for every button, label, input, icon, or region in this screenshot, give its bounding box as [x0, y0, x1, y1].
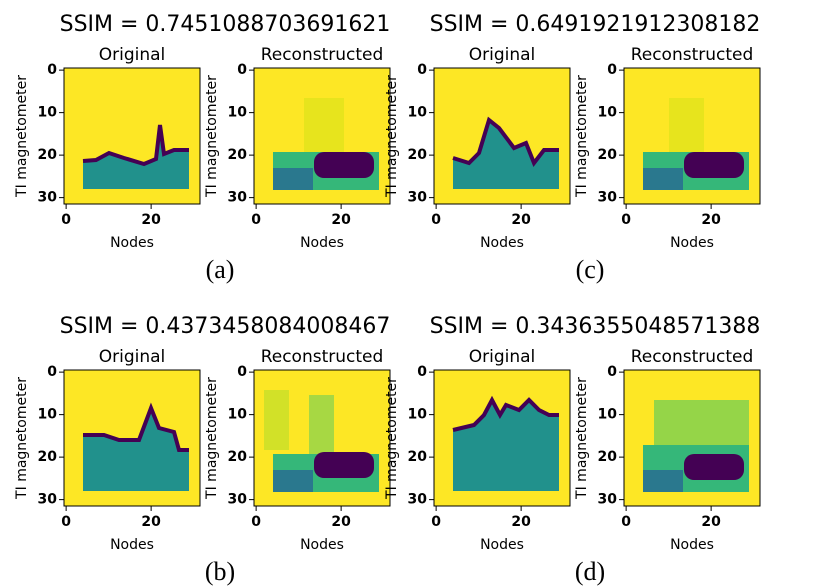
y-tick-label: 20	[38, 449, 58, 465]
image	[64, 370, 200, 506]
axes-frame	[253, 67, 391, 205]
panel-caption: (b)	[205, 557, 235, 586]
panel-title: SSIM = 0.4373458084008467	[60, 314, 391, 339]
y-tick-label: 30	[408, 492, 428, 508]
y-tick-label: 0	[607, 62, 617, 78]
axes-frame	[63, 67, 201, 205]
axes-title: Reconstructed	[261, 45, 384, 65]
image	[254, 370, 390, 506]
y-tick-label: 0	[417, 364, 427, 380]
x-tick-label: 0	[251, 212, 261, 228]
image	[64, 68, 200, 204]
y-tick-label: 10	[598, 105, 618, 121]
panel-caption: (c)	[576, 255, 605, 284]
axes-title: Reconstructed	[631, 347, 754, 367]
y-label: TI magnetometer	[204, 377, 220, 500]
panel-title: SSIM = 0.6491921912308182	[430, 12, 761, 37]
y-tick-label: 0	[607, 364, 617, 380]
y-tick-label: 20	[598, 449, 618, 465]
y-label: TI magnetometer	[574, 377, 590, 500]
y-tick-label: 10	[38, 407, 58, 423]
x-tick-label: 20	[331, 212, 351, 228]
y-tick-label: 0	[47, 364, 57, 380]
x-label: Nodes	[670, 235, 714, 251]
y-tick-label: 20	[408, 449, 428, 465]
x-tick-label: 0	[61, 514, 71, 530]
y-tick-label: 30	[598, 190, 618, 206]
x-tick-label: 20	[141, 514, 161, 530]
y-tick-label: 30	[598, 492, 618, 508]
image	[624, 370, 760, 506]
y-tick-label: 10	[228, 105, 248, 121]
x-tick-label: 0	[431, 514, 441, 530]
y-tick-label: 30	[38, 492, 58, 508]
axes-title: Original	[99, 347, 166, 367]
y-tick-label: 10	[408, 105, 428, 121]
x-label: Nodes	[480, 235, 524, 251]
y-tick-label: 10	[38, 105, 58, 121]
axes-title: Original	[469, 347, 536, 367]
y-tick-label: 20	[228, 449, 248, 465]
axes-frame	[253, 369, 391, 507]
y-tick-label: 0	[417, 62, 427, 78]
axes-frame	[433, 369, 571, 507]
y-tick-label: 30	[228, 492, 248, 508]
x-label: Nodes	[110, 235, 154, 251]
x-tick-label: 0	[61, 212, 71, 228]
x-label: Nodes	[110, 537, 154, 553]
x-tick-label: 20	[141, 212, 161, 228]
x-tick-label: 20	[331, 514, 351, 530]
y-label: TI magnetometer	[14, 75, 30, 198]
x-tick-label: 20	[511, 514, 531, 530]
y-tick-label: 20	[408, 147, 428, 163]
panel-caption: (a)	[206, 255, 235, 284]
x-tick-label: 20	[511, 212, 531, 228]
axes-frame	[623, 67, 761, 205]
axes-frame	[433, 67, 571, 205]
y-tick-label: 30	[408, 190, 428, 206]
y-tick-label: 20	[228, 147, 248, 163]
image	[624, 68, 760, 204]
axes-title: Reconstructed	[631, 45, 754, 65]
axes-title: Original	[469, 45, 536, 65]
x-tick-label: 20	[701, 514, 721, 530]
y-tick-label: 10	[598, 407, 618, 423]
x-label: Nodes	[300, 235, 344, 251]
image	[434, 68, 570, 204]
x-label: Nodes	[670, 537, 714, 553]
y-tick-label: 10	[228, 407, 248, 423]
y-tick-label: 20	[598, 147, 618, 163]
y-tick-label: 30	[228, 190, 248, 206]
y-label: TI magnetometer	[384, 377, 400, 500]
y-label: TI magnetometer	[384, 75, 400, 198]
panel-title: SSIM = 0.3436355048571388	[430, 314, 761, 339]
panel-title: SSIM = 0.7451088703691621	[60, 12, 391, 37]
y-label: TI magnetometer	[574, 75, 590, 198]
x-tick-label: 20	[701, 212, 721, 228]
image	[434, 370, 570, 506]
axes-title: Reconstructed	[261, 347, 384, 367]
y-label: TI magnetometer	[204, 75, 220, 198]
y-tick-label: 0	[237, 364, 247, 380]
y-tick-label: 30	[38, 190, 58, 206]
y-tick-label: 10	[408, 407, 428, 423]
x-label: Nodes	[300, 537, 344, 553]
x-tick-label: 0	[251, 514, 261, 530]
axes-frame	[623, 369, 761, 507]
y-tick-label: 20	[38, 147, 58, 163]
x-tick-label: 0	[621, 212, 631, 228]
panel-caption: (d)	[575, 557, 605, 586]
y-label: TI magnetometer	[14, 377, 30, 500]
image	[254, 68, 390, 204]
axes-frame	[63, 369, 201, 507]
x-tick-label: 0	[621, 514, 631, 530]
y-tick-label: 0	[47, 62, 57, 78]
x-label: Nodes	[480, 537, 524, 553]
x-tick-label: 0	[431, 212, 441, 228]
y-tick-label: 0	[237, 62, 247, 78]
axes-title: Original	[99, 45, 166, 65]
